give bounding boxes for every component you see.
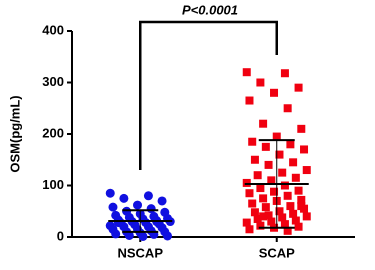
data-point xyxy=(146,204,156,214)
data-point xyxy=(250,155,259,164)
data-point xyxy=(270,88,279,97)
data-point xyxy=(245,189,254,198)
p-value-annotation: P<0.0001 xyxy=(182,2,238,17)
data-point xyxy=(272,132,281,141)
data-point xyxy=(267,176,276,185)
data-point xyxy=(259,212,268,221)
data-point xyxy=(289,158,298,167)
data-point xyxy=(105,188,115,198)
data-point xyxy=(119,193,129,203)
data-point xyxy=(138,231,148,241)
data-point xyxy=(294,186,303,195)
data-point xyxy=(143,191,153,201)
data-point xyxy=(297,202,306,211)
y-tick-label: 200 xyxy=(42,125,64,140)
significance-bracket xyxy=(139,20,278,170)
data-point xyxy=(280,69,289,78)
data-point xyxy=(242,68,251,77)
y-tick-label: 0 xyxy=(57,228,64,243)
data-point xyxy=(133,200,143,210)
data-point xyxy=(261,142,270,151)
data-point xyxy=(267,217,276,226)
data-point xyxy=(294,222,303,231)
data-point xyxy=(124,230,134,240)
data-point xyxy=(256,78,265,87)
data-point xyxy=(256,221,265,230)
x-tick-label: NSCAP xyxy=(117,245,163,260)
data-point xyxy=(253,214,262,223)
x-tick-label: SCAP xyxy=(259,245,295,260)
data-point xyxy=(283,104,292,113)
data-point xyxy=(256,184,265,193)
data-point xyxy=(280,181,289,190)
data-point xyxy=(280,220,289,229)
data-point xyxy=(242,178,251,187)
y-tick-label: 400 xyxy=(42,22,64,37)
data-point xyxy=(286,140,295,149)
data-point xyxy=(253,171,262,180)
data-point xyxy=(275,150,284,159)
data-point xyxy=(259,194,268,203)
data-point xyxy=(250,208,259,217)
y-axis-label: OSM(pg/mL) xyxy=(7,95,22,172)
data-point xyxy=(297,124,306,133)
data-point xyxy=(300,145,309,154)
data-point xyxy=(278,213,287,222)
data-point xyxy=(245,96,254,105)
data-point xyxy=(111,229,121,239)
data-point xyxy=(108,202,118,212)
data-point xyxy=(289,209,298,218)
data-point xyxy=(283,226,292,235)
data-point xyxy=(278,168,287,177)
data-point xyxy=(264,211,273,220)
data-point xyxy=(302,166,311,175)
data-point xyxy=(286,202,295,211)
data-point xyxy=(248,199,257,208)
data-point xyxy=(259,119,268,128)
data-point xyxy=(157,196,167,206)
data-point xyxy=(291,173,300,182)
data-point xyxy=(113,218,123,228)
data-point xyxy=(283,191,292,200)
data-point xyxy=(291,216,300,225)
data-point xyxy=(264,160,273,169)
y-tick-label: 100 xyxy=(42,177,64,192)
data-point xyxy=(275,207,284,216)
data-point xyxy=(270,187,279,196)
data-point xyxy=(261,203,270,212)
data-point xyxy=(163,231,173,241)
data-point xyxy=(245,225,254,234)
data-point xyxy=(294,83,303,92)
data-point xyxy=(242,218,251,227)
data-point xyxy=(297,195,306,204)
y-tick-label: 300 xyxy=(42,74,64,89)
data-point xyxy=(248,137,257,146)
data-point xyxy=(302,212,311,221)
